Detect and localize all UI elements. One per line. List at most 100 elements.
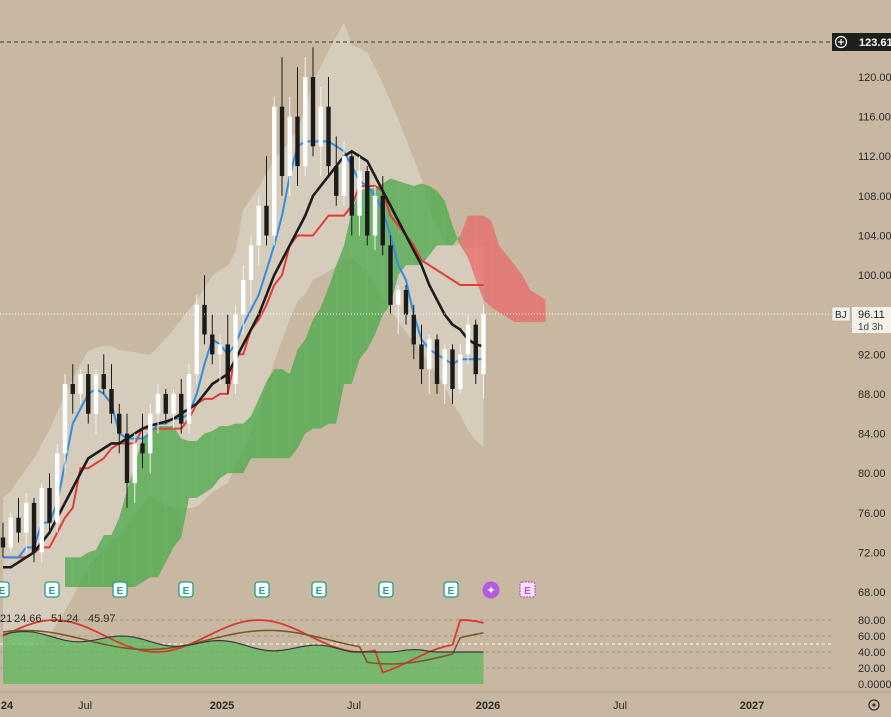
candle[interactable] [140,413,145,469]
candle[interactable] [403,284,409,325]
earnings-marker[interactable]: E [311,581,327,598]
time-tick: 2026 [476,700,500,712]
candle[interactable] [225,314,230,394]
settings-gear-icon[interactable] [868,699,880,711]
candle[interactable] [419,324,424,385]
earnings-badge [378,581,394,598]
candle[interactable] [248,235,254,305]
candle[interactable] [202,275,207,345]
candle[interactable] [326,77,331,177]
candle[interactable] [241,265,246,335]
earnings-marker[interactable]: E [443,581,459,598]
candle[interactable] [334,136,339,206]
candle[interactable] [186,364,192,434]
candle[interactable] [349,151,354,236]
candle[interactable] [62,374,68,474]
dividend-marker[interactable] [0,577,11,592]
candle[interactable] [341,141,347,206]
dividend-marker[interactable] [60,577,74,592]
candle[interactable] [55,443,60,533]
candle[interactable] [148,403,153,474]
candles[interactable] [0,47,486,563]
candle[interactable] [272,96,277,246]
price-tick: 112.00 [858,151,891,163]
candle-body [349,156,354,216]
candle[interactable] [101,354,106,394]
symbol-label: BJ [835,310,847,321]
candle[interactable] [31,497,37,563]
candle[interactable] [179,379,184,434]
candle[interactable] [310,47,316,157]
candle[interactable] [109,364,114,424]
candle[interactable] [171,388,176,429]
candle-body [334,166,339,196]
earnings-marker[interactable]: E [44,581,60,598]
osc-black-line [2,630,484,653]
candle[interactable] [0,522,6,558]
candle[interactable] [16,497,21,543]
candle-body [450,349,455,389]
candle[interactable] [458,344,463,394]
earnings-marker[interactable]: E [254,581,270,598]
candle[interactable] [233,304,238,394]
earnings-marker[interactable]: E [178,581,194,598]
candle[interactable] [473,319,478,385]
candle[interactable] [93,369,99,434]
candle[interactable] [481,304,486,399]
candle[interactable] [70,364,75,414]
candle-body [442,349,447,385]
candle[interactable] [396,284,401,335]
candle[interactable] [24,492,29,553]
candle-body [303,77,308,167]
candle[interactable] [427,334,432,394]
candle[interactable] [124,413,130,508]
price-axis[interactable]: 120.00 116.00 112.00 108.00 104.00 100.00 92.0… [831,0,891,692]
candle[interactable] [8,512,13,553]
candle[interactable] [372,185,378,251]
candle[interactable] [388,235,393,315]
candle[interactable] [78,369,83,404]
plus-icon[interactable] [834,35,848,49]
candle[interactable] [217,334,223,385]
oscillator-legend: 21 24.66 51.24 45.97 [0,613,116,625]
candle[interactable] [39,483,44,563]
candle[interactable] [86,364,91,424]
candle[interactable] [434,334,440,394]
candle[interactable] [163,388,168,424]
event-markers[interactable]: E E E E E E E E ✦ E [0,577,536,599]
earnings-marker[interactable]: E [112,581,128,598]
special-event-icon[interactable]: ✦ [482,581,500,599]
time-axis[interactable]: 24 Jul 2025 Jul 2026 Jul 2027 [0,691,891,717]
candle[interactable] [155,384,161,434]
earnings-marker[interactable]: E [0,581,10,598]
candle[interactable] [450,344,455,404]
time-tick: Jul [347,700,361,712]
candle[interactable] [365,166,370,246]
candle[interactable] [380,176,385,256]
candle[interactable] [442,344,447,404]
cloud-segment [111,517,120,588]
cloud-segment [344,210,352,385]
candle[interactable] [194,294,199,385]
candle[interactable] [295,67,300,186]
candle[interactable] [287,96,292,196]
candle[interactable] [357,156,362,236]
candle[interactable] [303,57,308,177]
candle-body [109,388,114,414]
candle[interactable] [117,403,122,454]
candle[interactable] [318,86,323,177]
candle[interactable] [256,195,261,266]
future-earnings-marker[interactable]: E [519,581,536,598]
candle[interactable] [132,433,137,503]
candle[interactable] [210,314,215,365]
last-price-value: 96.11 [858,309,885,321]
earnings-marker[interactable]: E [378,581,394,598]
candle-body [272,106,277,236]
candle[interactable] [264,156,269,246]
candle[interactable] [411,304,416,360]
candle-body [341,156,347,196]
candle[interactable] [279,57,285,196]
candle[interactable] [47,473,52,533]
candle[interactable] [465,314,471,365]
